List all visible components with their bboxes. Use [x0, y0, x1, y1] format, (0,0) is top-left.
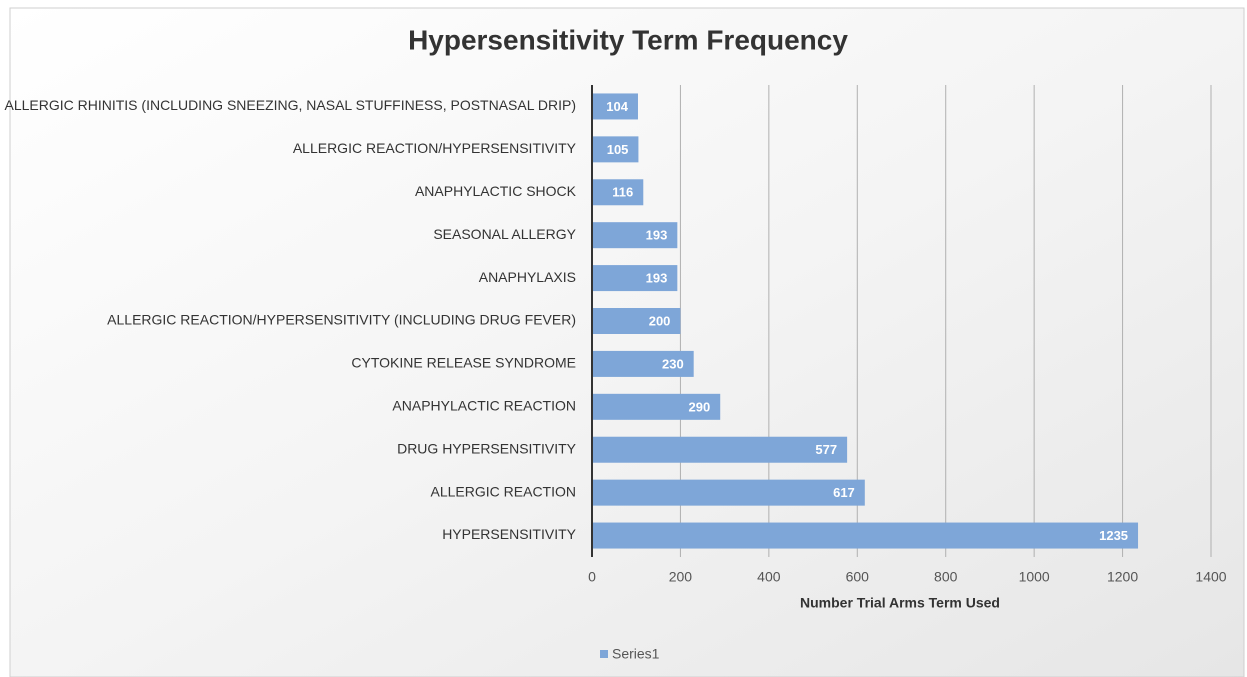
bar [592, 393, 721, 420]
data-label: 193 [646, 271, 668, 286]
data-label: 290 [689, 399, 711, 414]
legend-swatch [600, 650, 608, 658]
y-tick-label: ANAPHYLACTIC REACTION [392, 398, 576, 414]
y-tick-label: ANAPHYLACTIC SHOCK [415, 183, 577, 199]
bar [592, 179, 644, 206]
bar [592, 522, 1139, 549]
data-label: 617 [833, 485, 855, 500]
y-tick-label: ALLERGIC RHINITIS (INCLUDING SNEEZING, N… [4, 97, 576, 113]
y-tick-label: CYTOKINE RELEASE SYNDROME [351, 355, 576, 371]
x-tick-label: 600 [846, 569, 870, 585]
x-tick-label: 1000 [1019, 569, 1050, 585]
y-tick-label: DRUG HYPERSENSITIVITY [397, 440, 577, 456]
chart-area [9, 7, 1245, 677]
chart-title: Hypersensitivity Term Frequency [408, 24, 848, 55]
x-tick-label: 800 [934, 569, 958, 585]
x-tick-label: 0 [588, 569, 596, 585]
bar [592, 136, 639, 163]
y-tick-label: SEASONAL ALLERGY [433, 226, 576, 242]
bar [592, 93, 638, 120]
data-label: 105 [607, 142, 629, 157]
y-tick-label: ALLERGIC REACTION [431, 483, 576, 499]
y-tick-label: HYPERSENSITIVITY [442, 526, 576, 542]
legend-label: Series1 [612, 646, 660, 662]
data-label: 1235 [1099, 528, 1128, 543]
x-tick-label: 400 [757, 569, 781, 585]
x-tick-label: 200 [669, 569, 693, 585]
y-tick-label: ALLERGIC REACTION/HYPERSENSITIVITY [293, 140, 577, 156]
data-label: 104 [606, 99, 628, 114]
bar [592, 308, 681, 334]
x-tick-label: 1400 [1195, 569, 1226, 585]
data-label: 200 [649, 313, 671, 328]
bar [592, 350, 694, 377]
bar [592, 222, 678, 249]
x-axis-title: Number Trial Arms Term Used [800, 595, 1000, 611]
data-label: 230 [662, 356, 684, 371]
data-label: 116 [612, 185, 633, 200]
data-label: 193 [646, 228, 668, 243]
x-tick-label: 1200 [1107, 569, 1138, 585]
bar [592, 479, 865, 506]
data-label: 577 [815, 442, 837, 457]
y-tick-label: ANAPHYLAXIS [479, 269, 576, 285]
y-tick-label: ALLERGIC REACTION/HYPERSENSITIVITY (INCL… [107, 312, 576, 328]
bar [592, 436, 848, 463]
bar [592, 265, 678, 292]
